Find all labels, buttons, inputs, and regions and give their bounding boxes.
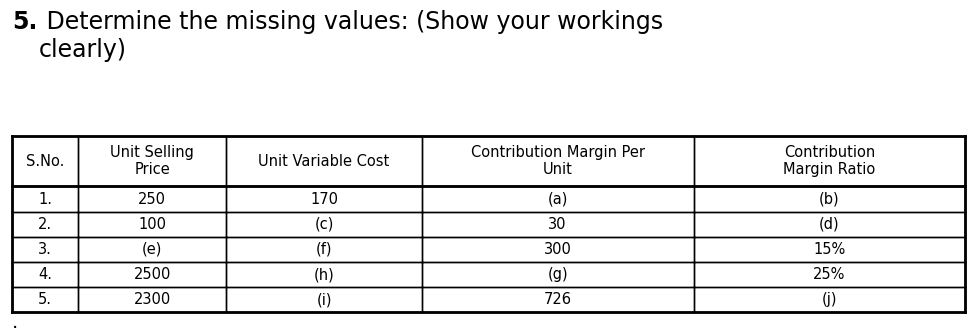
Text: 25%: 25% — [813, 267, 845, 282]
Text: 2500: 2500 — [134, 267, 171, 282]
Text: (a): (a) — [547, 192, 568, 207]
Text: S.No.: S.No. — [26, 154, 64, 169]
Text: 30: 30 — [548, 217, 567, 232]
Text: (j): (j) — [822, 292, 837, 307]
Text: 1.: 1. — [38, 192, 52, 207]
Text: 2300: 2300 — [134, 292, 171, 307]
Text: Unit Selling
Price: Unit Selling Price — [110, 145, 194, 177]
Text: (c): (c) — [315, 217, 334, 232]
Text: (h): (h) — [314, 267, 334, 282]
Text: (i): (i) — [317, 292, 332, 307]
Text: 5.: 5. — [12, 10, 37, 34]
Text: .: . — [12, 313, 18, 332]
Text: (f): (f) — [316, 242, 332, 257]
Text: (e): (e) — [143, 242, 162, 257]
Text: 300: 300 — [543, 242, 572, 257]
Text: 3.: 3. — [38, 242, 52, 257]
Text: 726: 726 — [543, 292, 572, 307]
Text: 170: 170 — [310, 192, 338, 207]
Text: (g): (g) — [547, 267, 568, 282]
Text: 15%: 15% — [813, 242, 845, 257]
Text: Contribution
Margin Ratio: Contribution Margin Ratio — [784, 145, 875, 177]
Text: 100: 100 — [139, 217, 166, 232]
Text: 2.: 2. — [38, 217, 52, 232]
Text: 5.: 5. — [38, 292, 52, 307]
Text: Contribution Margin Per
Unit: Contribution Margin Per Unit — [471, 145, 645, 177]
Text: (b): (b) — [819, 192, 839, 207]
Text: 250: 250 — [139, 192, 166, 207]
Text: Unit Variable Cost: Unit Variable Cost — [258, 154, 390, 169]
Text: 4.: 4. — [38, 267, 52, 282]
Text: (d): (d) — [819, 217, 839, 232]
Text: Determine the missing values: (Show your workings
clearly): Determine the missing values: (Show your… — [39, 10, 663, 62]
